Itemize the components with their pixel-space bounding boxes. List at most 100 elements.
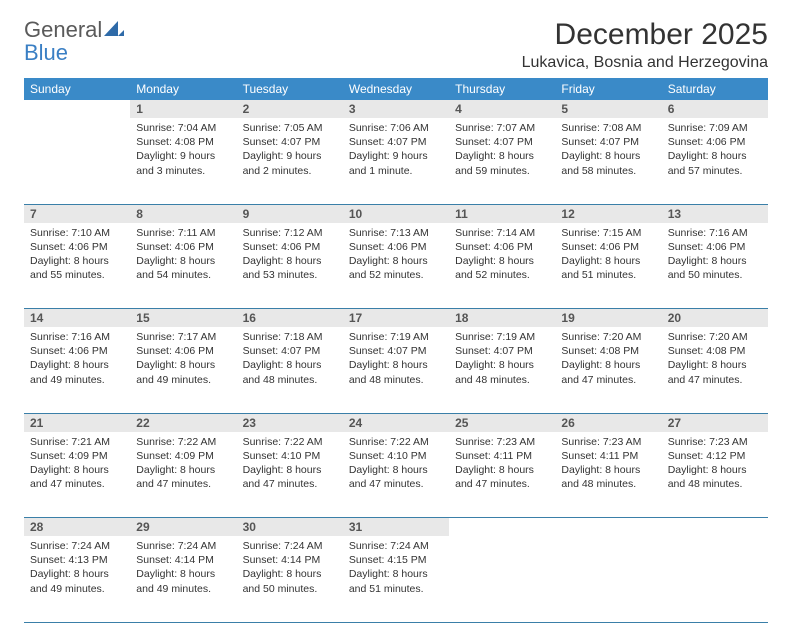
daylight-line: Daylight: 8 hours and 53 minutes.: [243, 254, 337, 282]
day-cell: Sunrise: 7:22 AMSunset: 4:10 PMDaylight:…: [237, 432, 343, 518]
sunset-line: Sunset: 4:11 PM: [561, 449, 655, 463]
day-number: 13: [662, 204, 768, 223]
sunset-line: Sunset: 4:08 PM: [136, 135, 230, 149]
day-cell: [24, 118, 130, 204]
day-content-row: Sunrise: 7:21 AMSunset: 4:09 PMDaylight:…: [24, 432, 768, 518]
sunrise-line: Sunrise: 7:19 AM: [455, 330, 549, 344]
sunrise-line: Sunrise: 7:24 AM: [30, 539, 124, 553]
day-cell: Sunrise: 7:22 AMSunset: 4:09 PMDaylight:…: [130, 432, 236, 518]
day-number: 8: [130, 204, 236, 223]
day-cell: Sunrise: 7:10 AMSunset: 4:06 PMDaylight:…: [24, 223, 130, 309]
daylight-line: Daylight: 8 hours and 47 minutes.: [349, 463, 443, 491]
day-cell: [555, 536, 661, 622]
day-number: 9: [237, 204, 343, 223]
day-header: Wednesday: [343, 78, 449, 100]
daylight-line: Daylight: 8 hours and 47 minutes.: [136, 463, 230, 491]
header: General Blue December 2025 Lukavica, Bos…: [24, 18, 768, 72]
day-cell: Sunrise: 7:08 AMSunset: 4:07 PMDaylight:…: [555, 118, 661, 204]
day-cell: Sunrise: 7:24 AMSunset: 4:14 PMDaylight:…: [237, 536, 343, 622]
sail-icon: [104, 21, 124, 37]
logo: General Blue: [24, 18, 124, 64]
sunset-line: Sunset: 4:10 PM: [349, 449, 443, 463]
sunset-line: Sunset: 4:12 PM: [668, 449, 762, 463]
day-number: 28: [24, 518, 130, 537]
day-content-row: Sunrise: 7:10 AMSunset: 4:06 PMDaylight:…: [24, 223, 768, 309]
sunrise-line: Sunrise: 7:10 AM: [30, 226, 124, 240]
day-number: 26: [555, 413, 661, 432]
location: Lukavica, Bosnia and Herzegovina: [522, 54, 768, 72]
sunrise-line: Sunrise: 7:19 AM: [349, 330, 443, 344]
daylight-line: Daylight: 8 hours and 55 minutes.: [30, 254, 124, 282]
day-cell: Sunrise: 7:22 AMSunset: 4:10 PMDaylight:…: [343, 432, 449, 518]
day-cell: Sunrise: 7:21 AMSunset: 4:09 PMDaylight:…: [24, 432, 130, 518]
sunset-line: Sunset: 4:07 PM: [561, 135, 655, 149]
day-cell: Sunrise: 7:12 AMSunset: 4:06 PMDaylight:…: [237, 223, 343, 309]
day-number: [24, 100, 130, 118]
day-cell: Sunrise: 7:24 AMSunset: 4:13 PMDaylight:…: [24, 536, 130, 622]
daylight-line: Daylight: 8 hours and 59 minutes.: [455, 149, 549, 177]
day-number: 19: [555, 309, 661, 328]
sunset-line: Sunset: 4:08 PM: [668, 344, 762, 358]
day-cell: Sunrise: 7:15 AMSunset: 4:06 PMDaylight:…: [555, 223, 661, 309]
sunrise-line: Sunrise: 7:16 AM: [30, 330, 124, 344]
daylight-line: Daylight: 8 hours and 52 minutes.: [349, 254, 443, 282]
title-block: December 2025 Lukavica, Bosnia and Herze…: [522, 18, 768, 72]
sunset-line: Sunset: 4:06 PM: [30, 240, 124, 254]
daylight-line: Daylight: 8 hours and 57 minutes.: [668, 149, 762, 177]
sunrise-line: Sunrise: 7:12 AM: [243, 226, 337, 240]
day-cell: Sunrise: 7:24 AMSunset: 4:15 PMDaylight:…: [343, 536, 449, 622]
sunset-line: Sunset: 4:14 PM: [243, 553, 337, 567]
day-number: 27: [662, 413, 768, 432]
daylight-line: Daylight: 8 hours and 48 minutes.: [668, 463, 762, 491]
sunrise-line: Sunrise: 7:23 AM: [668, 435, 762, 449]
sunset-line: Sunset: 4:08 PM: [561, 344, 655, 358]
day-header: Saturday: [662, 78, 768, 100]
sunset-line: Sunset: 4:09 PM: [30, 449, 124, 463]
sunrise-line: Sunrise: 7:15 AM: [561, 226, 655, 240]
sunset-line: Sunset: 4:06 PM: [136, 344, 230, 358]
day-number-row: 28293031: [24, 518, 768, 537]
daylight-line: Daylight: 8 hours and 54 minutes.: [136, 254, 230, 282]
sunset-line: Sunset: 4:09 PM: [136, 449, 230, 463]
day-number: 10: [343, 204, 449, 223]
day-cell: Sunrise: 7:17 AMSunset: 4:06 PMDaylight:…: [130, 327, 236, 413]
day-number: 7: [24, 204, 130, 223]
sunset-line: Sunset: 4:06 PM: [561, 240, 655, 254]
sunset-line: Sunset: 4:07 PM: [349, 135, 443, 149]
daylight-line: Daylight: 9 hours and 2 minutes.: [243, 149, 337, 177]
sunset-line: Sunset: 4:15 PM: [349, 553, 443, 567]
day-cell: Sunrise: 7:18 AMSunset: 4:07 PMDaylight:…: [237, 327, 343, 413]
day-number: 12: [555, 204, 661, 223]
sunset-line: Sunset: 4:07 PM: [243, 344, 337, 358]
day-number: 30: [237, 518, 343, 537]
day-number: 23: [237, 413, 343, 432]
sunrise-line: Sunrise: 7:04 AM: [136, 121, 230, 135]
day-content-row: Sunrise: 7:24 AMSunset: 4:13 PMDaylight:…: [24, 536, 768, 622]
sunset-line: Sunset: 4:07 PM: [243, 135, 337, 149]
day-cell: Sunrise: 7:09 AMSunset: 4:06 PMDaylight:…: [662, 118, 768, 204]
sunset-line: Sunset: 4:10 PM: [243, 449, 337, 463]
daylight-line: Daylight: 8 hours and 47 minutes.: [30, 463, 124, 491]
daylight-line: Daylight: 9 hours and 3 minutes.: [136, 149, 230, 177]
daylight-line: Daylight: 8 hours and 51 minutes.: [349, 567, 443, 595]
day-number: [555, 518, 661, 537]
sunrise-line: Sunrise: 7:13 AM: [349, 226, 443, 240]
daylight-line: Daylight: 8 hours and 48 minutes.: [561, 463, 655, 491]
logo-word-general: General: [24, 17, 102, 42]
sunrise-line: Sunrise: 7:08 AM: [561, 121, 655, 135]
day-number: 2: [237, 100, 343, 118]
daylight-line: Daylight: 8 hours and 49 minutes.: [136, 567, 230, 595]
day-cell: Sunrise: 7:20 AMSunset: 4:08 PMDaylight:…: [555, 327, 661, 413]
day-cell: Sunrise: 7:05 AMSunset: 4:07 PMDaylight:…: [237, 118, 343, 204]
day-number: 3: [343, 100, 449, 118]
day-cell: [662, 536, 768, 622]
sunset-line: Sunset: 4:06 PM: [243, 240, 337, 254]
day-cell: Sunrise: 7:04 AMSunset: 4:08 PMDaylight:…: [130, 118, 236, 204]
day-header: Tuesday: [237, 78, 343, 100]
daylight-line: Daylight: 8 hours and 47 minutes.: [561, 358, 655, 386]
day-number: [662, 518, 768, 537]
day-number: 4: [449, 100, 555, 118]
day-number: [449, 518, 555, 537]
daylight-line: Daylight: 8 hours and 51 minutes.: [561, 254, 655, 282]
day-number: 11: [449, 204, 555, 223]
